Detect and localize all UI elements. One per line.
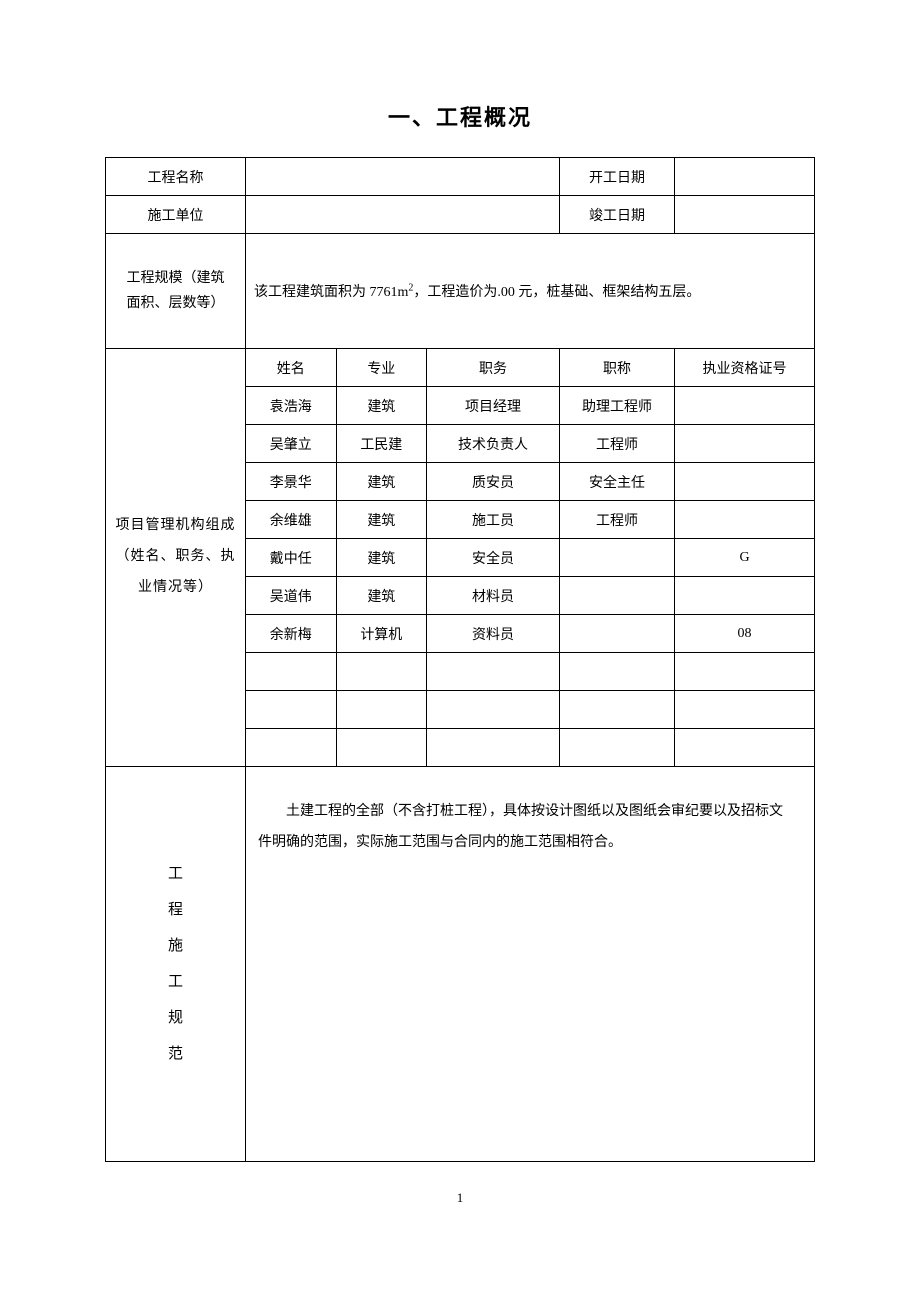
scope-char: 工 (168, 866, 183, 882)
staff-cert (675, 653, 815, 691)
staff-position: 材料员 (427, 577, 560, 615)
staff-name: 余维雄 (246, 501, 337, 539)
scope-char: 范 (168, 1046, 183, 1062)
staff-position: 资料员 (427, 615, 560, 653)
staff-position: 项目经理 (427, 387, 560, 425)
row-project-scale: 工程规模（建筑 面积、层数等） 该工程建筑面积为 7761m2，工程造价为.00… (106, 234, 815, 349)
staff-title (560, 729, 675, 767)
staff-name: 吴道伟 (246, 577, 337, 615)
col-major: 专业 (336, 349, 427, 387)
staff-cert (675, 501, 815, 539)
staff-major (336, 691, 427, 729)
staff-major (336, 653, 427, 691)
value-construction-unit (246, 196, 560, 234)
staff-position (427, 729, 560, 767)
scope-char: 程 (168, 902, 183, 918)
staff-name: 吴肇立 (246, 425, 337, 463)
staff-position: 质安员 (427, 463, 560, 501)
staff-cert: 08 (675, 615, 815, 653)
staff-major: 建筑 (336, 539, 427, 577)
staff-cert (675, 729, 815, 767)
staff-position: 安全员 (427, 539, 560, 577)
staff-name (246, 653, 337, 691)
value-project-scale: 该工程建筑面积为 7761m2，工程造价为.00 元，桩基础、框架结构五层。 (246, 234, 815, 349)
staff-name (246, 691, 337, 729)
staff-cert (675, 691, 815, 729)
staff-major: 建筑 (336, 577, 427, 615)
staff-title: 助理工程师 (560, 387, 675, 425)
staff-cert (675, 387, 815, 425)
staff-title (560, 615, 675, 653)
value-scope: 土建工程的全部（不含打桩工程），具体按设计图纸以及图纸会审纪要以及招标文件明确的… (246, 767, 815, 1162)
row-project-name: 工程名称 开工日期 (106, 158, 815, 196)
staff-name: 戴中任 (246, 539, 337, 577)
scope-char: 规 (168, 1010, 183, 1026)
scope-char: 施 (168, 938, 183, 954)
row-staff-header: 项目管理机构组成（姓名、职务、执业情况等） 姓名 专业 职务 职称 执业资格证号 (106, 349, 815, 387)
staff-major: 计算机 (336, 615, 427, 653)
scope-char: 工 (168, 974, 183, 990)
staff-title (560, 577, 675, 615)
scale-label-line1: 工程规模（建筑 (127, 271, 225, 286)
page-number: 1 (105, 1190, 815, 1206)
staff-major: 建筑 (336, 387, 427, 425)
staff-title: 安全主任 (560, 463, 675, 501)
staff-major: 建筑 (336, 463, 427, 501)
row-scope: 工 程 施 工 规 范 土建工程的全部（不含打桩工程），具体按设计图纸以及图纸会… (106, 767, 815, 1162)
label-scope: 工 程 施 工 规 范 (106, 767, 246, 1162)
staff-position (427, 691, 560, 729)
staff-major: 建筑 (336, 501, 427, 539)
label-construction-unit: 施工单位 (106, 196, 246, 234)
staff-cert: G (675, 539, 815, 577)
col-name: 姓名 (246, 349, 337, 387)
staff-cert (675, 577, 815, 615)
label-project-name: 工程名称 (106, 158, 246, 196)
scale-prefix: 该工程建筑面积为 7761m (254, 285, 408, 300)
staff-title: 工程师 (560, 501, 675, 539)
staff-title (560, 653, 675, 691)
col-title: 职称 (560, 349, 675, 387)
staff-major (336, 729, 427, 767)
staff-cert (675, 425, 815, 463)
value-project-name (246, 158, 560, 196)
col-position: 职务 (427, 349, 560, 387)
staff-title (560, 691, 675, 729)
value-start-date (675, 158, 815, 196)
staff-cert (675, 463, 815, 501)
label-management: 项目管理机构组成（姓名、职务、执业情况等） (106, 349, 246, 767)
staff-name: 李景华 (246, 463, 337, 501)
project-overview-table: 工程名称 开工日期 施工单位 竣工日期 工程规模（建筑 面积、层数等） 该工程建… (105, 157, 815, 1162)
document-title: 一、工程概况 (105, 100, 815, 132)
row-construction-unit: 施工单位 竣工日期 (106, 196, 815, 234)
staff-position: 技术负责人 (427, 425, 560, 463)
staff-position (427, 653, 560, 691)
staff-name: 余新梅 (246, 615, 337, 653)
label-start-date: 开工日期 (560, 158, 675, 196)
scale-label-line2: 面积、层数等） (127, 296, 225, 311)
scale-suffix: ，工程造价为.00 元，桩基础、框架结构五层。 (413, 285, 700, 300)
staff-title: 工程师 (560, 425, 675, 463)
staff-name (246, 729, 337, 767)
value-completion-date (675, 196, 815, 234)
col-cert: 执业资格证号 (675, 349, 815, 387)
staff-name: 袁浩海 (246, 387, 337, 425)
label-completion-date: 竣工日期 (560, 196, 675, 234)
staff-title (560, 539, 675, 577)
label-project-scale: 工程规模（建筑 面积、层数等） (106, 234, 246, 349)
staff-position: 施工员 (427, 501, 560, 539)
staff-major: 工民建 (336, 425, 427, 463)
